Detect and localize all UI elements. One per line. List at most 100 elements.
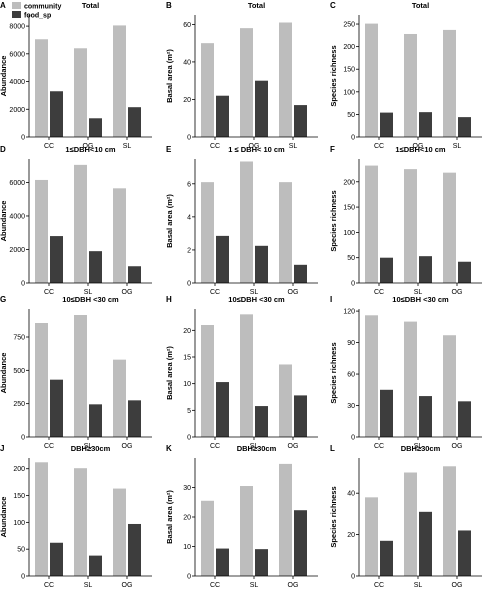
bar-j-sl-food-sp	[89, 555, 102, 576]
bar-d-og-community	[113, 188, 126, 283]
x-tick-label-i-1: SL	[414, 443, 423, 450]
y-tick-label-c-0: 0	[351, 135, 355, 142]
x-tick-label-a-2: SL	[123, 143, 132, 150]
bar-d-sl-food-sp	[89, 251, 102, 283]
bar-f-og-food-sp	[458, 261, 471, 283]
x-tick-label-c-1: OG	[413, 143, 424, 150]
bar-d-cc-community	[35, 179, 48, 283]
x-tick-label-h-0: CC	[210, 443, 220, 450]
y-axis-label-i: Species richness	[329, 342, 338, 403]
y-tick-label-f-0: 0	[351, 281, 355, 288]
y-tick-label-b-3: 60	[183, 22, 191, 29]
y-tick-label-j-2: 100	[13, 520, 25, 527]
bar-h-sl-community	[240, 314, 253, 437]
x-tick-label-l-1: SL	[414, 582, 423, 589]
y-tick-label-e-3: 6	[187, 181, 191, 188]
x-tick-label-d-2: OG	[122, 289, 133, 296]
panel-letter-i: I	[330, 295, 332, 304]
y-tick-label-k-0: 0	[187, 574, 191, 581]
bar-e-sl-food-sp	[255, 245, 268, 283]
bar-l-og-food-sp	[458, 530, 471, 576]
bar-f-sl-food-sp	[419, 256, 432, 283]
panel-title-h: 10≤DBH <30 cm	[228, 295, 285, 304]
panel-title-c: Total	[412, 1, 429, 10]
bar-g-og-community	[113, 359, 126, 437]
y-axis-label-f: Species richness	[329, 190, 338, 251]
y-tick-label-j-1: 50	[17, 547, 25, 554]
y-tick-label-b-0: 0	[187, 135, 191, 142]
bar-j-cc-food-sp	[50, 542, 63, 576]
x-tick-label-i-2: OG	[452, 443, 463, 450]
panel-title-a: Total	[82, 1, 99, 10]
panel-title-b: Total	[248, 1, 265, 10]
y-tick-label-f-1: 50	[347, 255, 355, 262]
y-tick-label-k-3: 30	[183, 485, 191, 492]
panel-title-g: 10≤DBH <30 cm	[62, 295, 119, 304]
bar-e-cc-food-sp	[216, 235, 229, 283]
y-axis-label-e: Basal area (m²)	[165, 194, 174, 248]
x-tick-label-c-2: SL	[453, 143, 462, 150]
y-tick-label-k-1: 10	[183, 544, 191, 551]
bar-e-og-community	[279, 182, 292, 283]
bar-j-sl-community	[74, 468, 87, 576]
y-tick-label-h-1: 5	[187, 408, 191, 415]
y-tick-label-l-2: 40	[347, 491, 355, 498]
bar-f-cc-food-sp	[380, 257, 393, 283]
x-tick-label-l-2: OG	[452, 582, 463, 589]
panel-title-i: 10≤DBH <30 cm	[392, 295, 449, 304]
x-tick-label-h-2: OG	[288, 443, 299, 450]
bar-b-cc-community	[201, 43, 214, 137]
y-tick-label-a-3: 6000	[9, 51, 25, 58]
x-tick-label-f-0: CC	[374, 289, 384, 296]
bar-f-sl-community	[404, 169, 417, 283]
bar-h-cc-community	[201, 325, 214, 437]
bar-h-cc-food-sp	[216, 382, 229, 437]
panel-letter-b: B	[166, 1, 172, 10]
bar-j-cc-community	[35, 462, 48, 576]
x-tick-label-g-0: CC	[44, 443, 54, 450]
y-tick-label-d-1: 2000	[9, 247, 25, 254]
x-tick-label-f-2: OG	[452, 289, 463, 296]
bar-e-og-food-sp	[294, 264, 307, 283]
bar-d-cc-food-sp	[50, 236, 63, 283]
y-axis-label-d: Abundance	[0, 201, 8, 242]
y-tick-label-a-4: 8000	[9, 24, 25, 31]
legend-swatch-community	[12, 2, 21, 9]
bar-k-cc-community	[201, 500, 214, 576]
y-tick-label-c-1: 50	[347, 112, 355, 119]
y-tick-label-i-1: 30	[347, 403, 355, 410]
bar-h-og-food-sp	[294, 395, 307, 437]
bar-b-og-food-sp	[255, 80, 268, 137]
y-axis-label-b: Basal area (m²)	[165, 49, 174, 103]
bar-c-cc-food-sp	[380, 112, 393, 137]
bar-b-cc-food-sp	[216, 95, 229, 137]
panel-letter-f: F	[330, 145, 335, 154]
bar-c-sl-community	[443, 29, 456, 138]
bar-f-cc-community	[365, 165, 378, 283]
bar-l-sl-food-sp	[419, 511, 432, 576]
bar-k-sl-food-sp	[255, 549, 268, 576]
bar-k-sl-community	[240, 486, 253, 576]
panel-title-j: DBH≥30cm	[71, 444, 111, 453]
x-tick-label-g-1: SL	[84, 443, 93, 450]
y-tick-label-g-0: 0	[21, 435, 25, 442]
x-tick-label-a-1: OG	[83, 143, 94, 150]
bar-l-sl-community	[404, 472, 417, 576]
y-tick-label-l-1: 20	[347, 532, 355, 539]
bar-a-cc-food-sp	[50, 91, 63, 137]
x-tick-label-e-0: CC	[210, 289, 220, 296]
x-tick-label-d-1: SL	[84, 289, 93, 296]
bar-a-sl-food-sp	[128, 107, 141, 137]
x-tick-label-b-2: SL	[289, 143, 298, 150]
bar-l-og-community	[443, 466, 456, 576]
y-tick-label-d-2: 4000	[9, 213, 25, 220]
y-tick-label-g-2: 500	[13, 368, 25, 375]
panel-letter-k: K	[166, 444, 172, 453]
bar-g-sl-community	[74, 315, 87, 437]
x-tick-label-c-0: CC	[374, 143, 384, 150]
bar-i-og-community	[443, 335, 456, 437]
y-tick-label-e-1: 2	[187, 247, 191, 254]
x-tick-label-i-0: CC	[374, 443, 384, 450]
